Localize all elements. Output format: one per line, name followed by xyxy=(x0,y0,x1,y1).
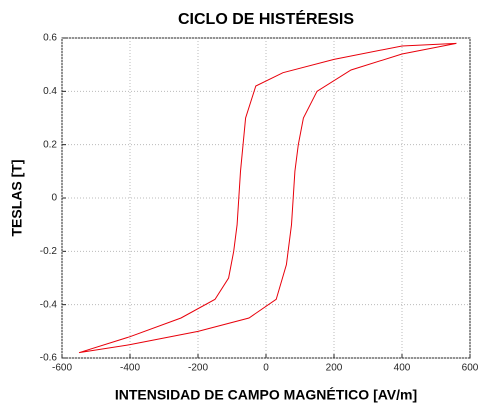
y-tick-label: -0.6 xyxy=(40,353,58,364)
x-tick-label: -400 xyxy=(120,363,140,374)
x-tick-label: -200 xyxy=(188,363,208,374)
y-tick-label: 0 xyxy=(51,193,57,204)
y-tick-label: 0.2 xyxy=(43,139,57,150)
x-tick-label: 600 xyxy=(462,363,479,374)
data-line xyxy=(78,42,457,354)
chart-title: CICLO DE HISTÉRESIS xyxy=(178,9,354,28)
y-tick-label: -0.2 xyxy=(40,246,58,257)
x-axis-label: INTENSIDAD DE CAMPO MAGNÉTICO [AV/m] xyxy=(115,387,417,403)
y-axis-label: TESLAS [T] xyxy=(9,160,25,237)
y-tick-label: 0.4 xyxy=(43,86,57,97)
y-tick-label: 0.6 xyxy=(43,33,57,44)
x-tick-label: 400 xyxy=(394,363,411,374)
x-tick-label: -600 xyxy=(52,363,72,374)
y-tick-label: -0.4 xyxy=(40,299,58,310)
x-tick-label: 0 xyxy=(263,363,269,374)
x-tick-label: 200 xyxy=(326,363,343,374)
